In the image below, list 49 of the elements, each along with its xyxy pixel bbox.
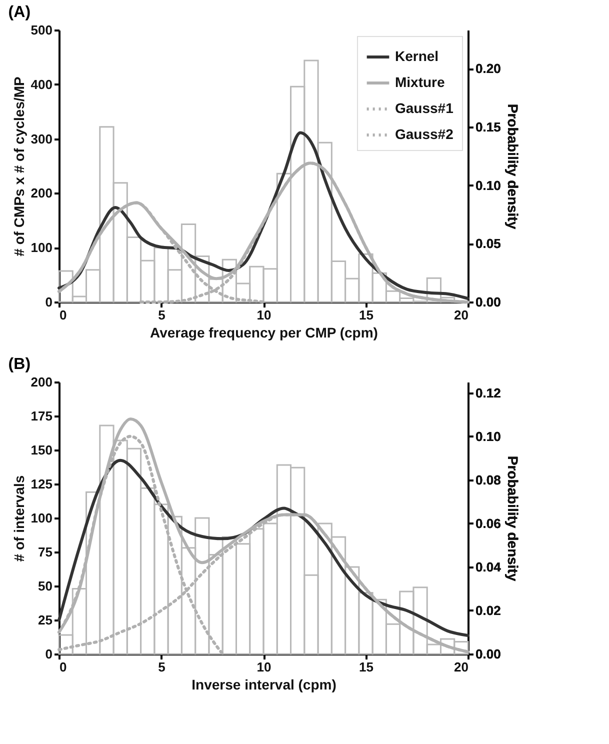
y2-tick-label: 0.02 [476,602,501,618]
y-tick-label: 300 [30,131,52,146]
y2-axis-title: Probability density [504,456,521,582]
y2-tick-label: 0.04 [476,559,502,574]
y-tick-label: 75 [38,544,52,560]
y-tick-label: 100 [30,510,52,526]
x-tick-label: 15 [359,660,374,674]
y-tick-label: 500 [30,22,52,38]
x-tick-label: 20 [454,660,468,674]
y-tick-label: 100 [30,240,52,256]
x-tick-label: 5 [158,308,166,322]
y-axis-title: # of intervals [10,475,27,562]
x-tick-label: 10 [256,660,272,674]
y-tick-label: 200 [30,186,52,201]
y2-tick-label: 0.20 [476,61,501,76]
y-tick-label: 150 [30,442,52,458]
y-tick-label: 0 [45,646,52,662]
y-tick-label: 50 [38,578,52,594]
y-tick-label: 200 [30,374,52,390]
chart-title: (A) [8,4,31,21]
y-tick-label: 25 [38,612,52,628]
x-axis-title: Average frequency per CMP (cpm) [150,324,378,340]
y-axis-title: # of CMPs x # of cycles/MP [10,76,27,256]
chart-title: (B) [8,356,31,373]
x-tick-label: 0 [60,660,67,674]
y2-tick-label: 0.00 [476,294,501,310]
legend-label: Mixture [395,74,445,90]
y2-tick-label: 0.06 [476,516,501,531]
legend-label: Gauss#1 [395,100,454,116]
x-tick-label: 15 [359,308,374,322]
y2-tick-label: 0.00 [476,646,501,662]
y-tick-label: 175 [30,408,52,424]
y2-axis-title: Probability density [504,104,521,230]
y-tick-label: 125 [30,476,52,492]
x-tick-label: 20 [454,308,468,322]
y2-tick-label: 0.10 [476,178,501,193]
x-tick-label: 0 [60,308,67,322]
x-tick-label: 5 [158,660,166,674]
x-tick-label: 10 [256,308,272,322]
y2-tick-label: 0.10 [476,428,501,444]
legend-label: Kernel [395,48,439,64]
y2-tick-label: 0.08 [476,472,501,488]
legend-label: Gauss#2 [395,126,454,142]
x-axis-title: Inverse interval (cpm) [192,676,336,692]
y-tick-label: 400 [30,76,52,92]
y-tick-label: 0 [45,294,52,310]
y2-tick-label: 0.05 [476,236,501,252]
y2-tick-label: 0.12 [476,385,501,400]
y2-tick-label: 0.15 [476,119,501,134]
